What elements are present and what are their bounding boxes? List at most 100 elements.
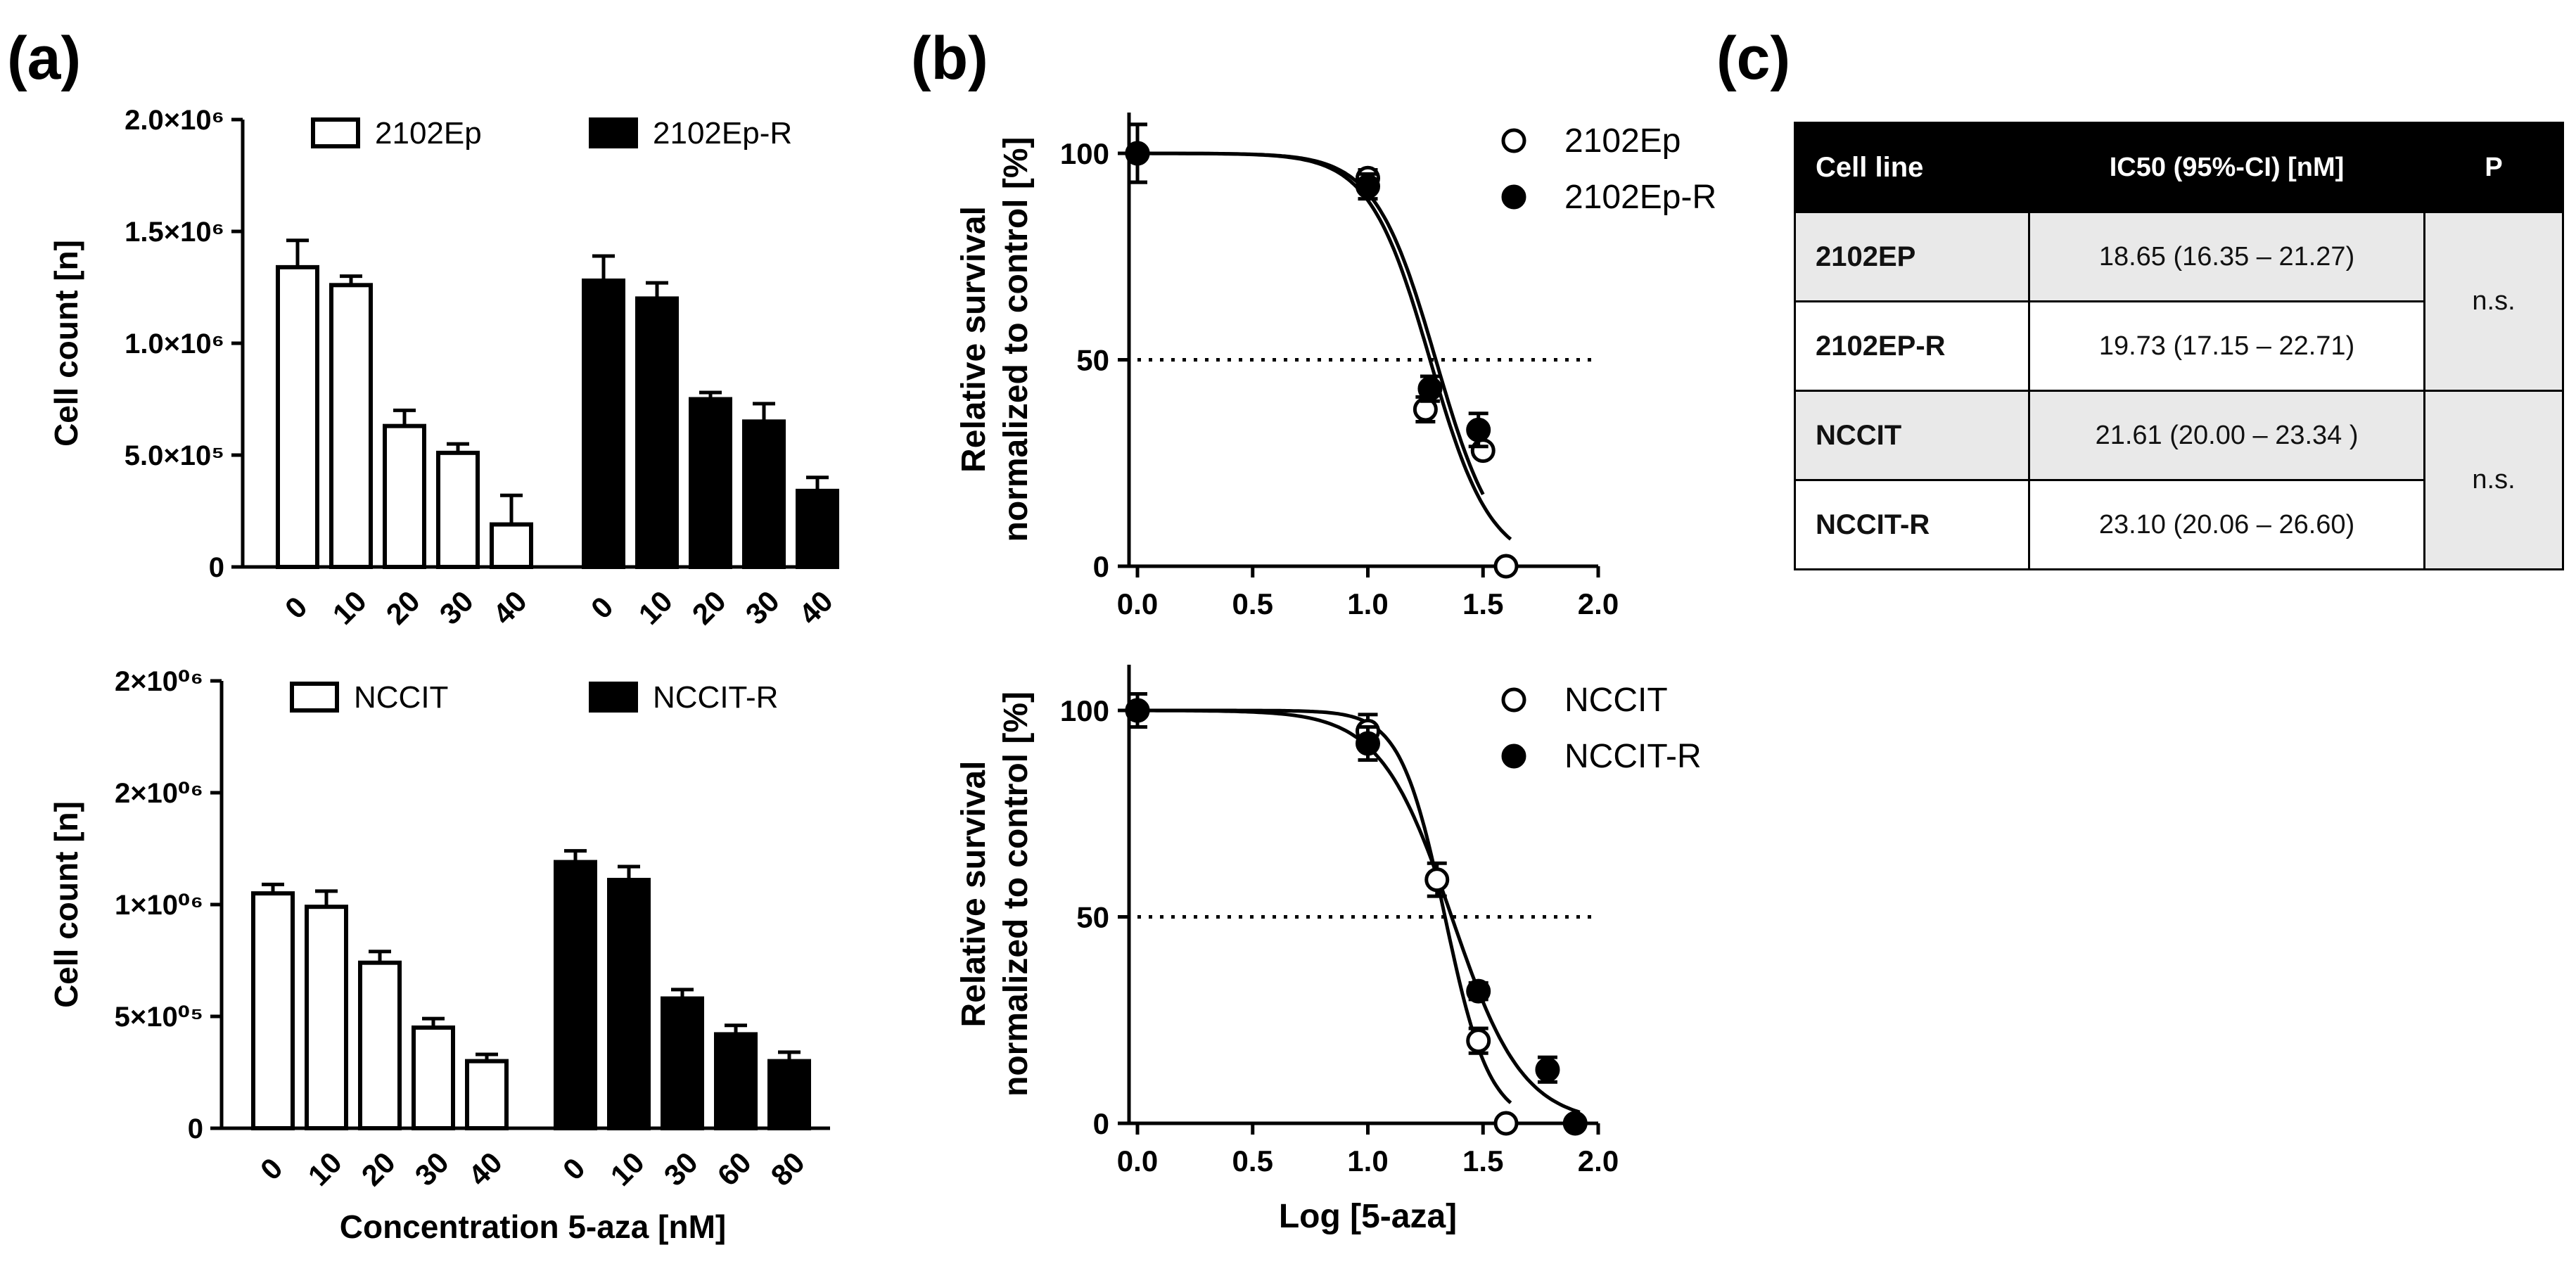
bar <box>412 1025 455 1131</box>
bar <box>796 488 839 570</box>
legend-label: NCCIT-R <box>1564 738 1702 775</box>
legend-swatch <box>290 682 339 713</box>
bar <box>689 397 732 569</box>
fit-curve <box>1137 151 1485 496</box>
cell-line-name: NCCIT <box>1794 390 2030 481</box>
y-axis-label: Cell count [n] <box>48 801 84 1008</box>
y-tick-label: 2.0×10⁶ <box>125 105 224 136</box>
panel-label-a: (a) <box>7 25 82 92</box>
table-row: 2102EP-R 19.73 (17.15 – 22.71) <box>1794 300 2563 392</box>
legend-label: 2102Ep-R <box>653 116 792 151</box>
x-tick-label: 1.0 <box>1347 587 1388 620</box>
data-point <box>1466 417 1491 442</box>
legend-swatch <box>311 117 360 148</box>
y-tick-label: 1.0×10⁶ <box>125 328 224 359</box>
bar <box>742 419 786 569</box>
table-row: 2102EP 18.65 (16.35 – 21.27) n.s. <box>1794 211 2564 392</box>
ic50-value: 18.65 (16.35 – 21.27) <box>2027 211 2426 302</box>
x-tick-label: 80 <box>765 1146 811 1192</box>
panel-label-c: (c) <box>1716 25 1791 92</box>
x-tick-label: 0.0 <box>1117 587 1158 620</box>
x-tick-label: 1.0 <box>1347 1144 1388 1177</box>
fit-curve <box>1137 151 1512 541</box>
y-tick-label: 100 <box>1060 137 1109 170</box>
legend-label: 2102Ep <box>1564 122 1681 160</box>
data-point <box>1125 141 1150 166</box>
cell-line-name: NCCIT-R <box>1794 479 2030 570</box>
legend-label: NCCIT-R <box>653 680 778 715</box>
p-value: n.s. <box>2423 390 2564 570</box>
data-point <box>1466 978 1491 1004</box>
bar <box>276 264 319 569</box>
legend-marker <box>1501 184 1526 210</box>
x-tick-label: 40 <box>487 585 533 631</box>
x-tick-label: 30 <box>409 1146 455 1192</box>
y-axis-label: Relative survival <box>955 206 993 473</box>
y-tick-label: 1×10⁰⁶ <box>115 890 203 921</box>
y-axis-label: Cell count [n] <box>48 240 84 447</box>
bar <box>465 1059 509 1130</box>
y-tick-label: 1.5×10⁶ <box>125 217 224 248</box>
x-tick-label: 60 <box>711 1146 758 1192</box>
ic50-value: 21.61 (20.00 – 23.34 ) <box>2027 390 2426 481</box>
bar <box>358 960 402 1131</box>
legend-label: 2102Ep <box>375 116 482 151</box>
x-tick-label: 10 <box>604 1146 651 1192</box>
x-tick-label: 30 <box>658 1146 704 1192</box>
x-tick-label: 10 <box>632 585 679 631</box>
bar <box>661 996 704 1131</box>
data-point <box>1417 376 1443 402</box>
x-tick-label: 30 <box>433 585 480 631</box>
fit-curve <box>1137 708 1512 1104</box>
bar <box>554 860 597 1130</box>
x-tick-label: 20 <box>380 585 426 631</box>
legend-label: 2102Ep-R <box>1564 179 1716 216</box>
col-p: P <box>2423 122 2564 213</box>
x-tick-label: 2.0 <box>1578 587 1619 620</box>
x-tick-label: 0 <box>254 1151 289 1187</box>
y-tick-label: 0 <box>1093 550 1109 583</box>
x-tick-label: 10 <box>302 1146 348 1192</box>
legend-label: NCCIT <box>354 680 448 715</box>
ic50-value: 23.10 (20.06 – 26.60) <box>2027 479 2426 570</box>
data-point <box>1470 438 1496 464</box>
x-tick-label: 2.0 <box>1578 1144 1619 1177</box>
x-tick-label: 20 <box>686 585 732 631</box>
data-point <box>1125 698 1150 723</box>
x-tick-label: 40 <box>462 1146 509 1192</box>
x-tick-label: 1.5 <box>1462 1144 1503 1177</box>
data-point <box>1356 174 1380 199</box>
legend-marker <box>1501 687 1526 713</box>
bar <box>251 891 295 1130</box>
y-axis-label: normalized to control [%] <box>997 137 1035 542</box>
bar <box>436 450 480 569</box>
x-tick-label: 0.0 <box>1117 1144 1158 1177</box>
data-point <box>1466 1028 1491 1054</box>
y-tick-label: 0 <box>1093 1107 1109 1140</box>
bar <box>767 1059 811 1130</box>
legend-marker <box>1501 743 1526 769</box>
y-tick-label: 5.0×10⁵ <box>125 440 224 471</box>
y-axis-label: Relative survival <box>955 761 993 1028</box>
fit-curve <box>1137 708 1581 1114</box>
bar <box>490 522 533 570</box>
bar <box>635 296 679 569</box>
x-tick-label: 0.5 <box>1232 1144 1273 1177</box>
col-cell-line: Cell line <box>1794 122 2030 213</box>
ic50-value: 19.73 (17.15 – 22.71) <box>2027 300 2426 392</box>
x-axis-label: Concentration 5-aza [nM] <box>340 1208 726 1245</box>
x-axis-label: Log [5-aza] <box>1279 1198 1457 1235</box>
y-tick-label: 2×10⁰⁶ <box>115 778 203 809</box>
x-tick-label: 0.5 <box>1232 587 1273 620</box>
x-tick-label: 0 <box>585 590 620 625</box>
legend-swatch <box>589 682 638 713</box>
y-tick-label: 50 <box>1076 344 1109 377</box>
table-row: NCCIT 21.61 (20.00 – 23.34 ) n.s. <box>1794 390 2564 570</box>
data-point <box>1562 1111 1588 1136</box>
bar <box>607 878 651 1131</box>
ic50-table-header: Cell line IC50 (95%-CI) [nM] P <box>1794 122 2564 213</box>
y-tick-label: 0 <box>188 1113 203 1144</box>
y-tick-label: 50 <box>1076 901 1109 934</box>
legend-swatch <box>589 117 638 148</box>
